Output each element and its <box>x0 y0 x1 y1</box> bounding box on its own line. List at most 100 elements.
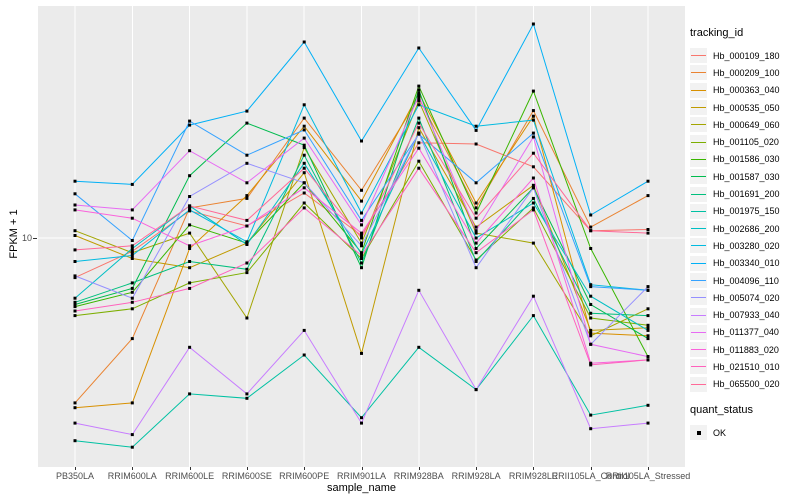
legend-item-label: Hb_007933_040 <box>713 310 780 321</box>
legend-item: Hb_007933_040 <box>690 306 800 323</box>
data-point <box>589 247 593 250</box>
legend-key <box>690 134 707 150</box>
legend-item: Hb_001587_030 <box>690 168 800 185</box>
data-point <box>589 283 593 287</box>
data-point <box>531 131 535 135</box>
data-point <box>130 286 134 290</box>
legend-item-label: Hb_000109_180 <box>713 50 780 61</box>
data-point <box>302 206 306 210</box>
data-point <box>130 257 134 260</box>
data-point <box>360 211 363 215</box>
legend-item: Hb_005074_020 <box>690 289 800 306</box>
legend-key <box>690 203 707 219</box>
data-point <box>360 241 363 245</box>
data-point <box>302 124 306 128</box>
data-point <box>646 334 650 338</box>
legend-key <box>690 238 707 254</box>
data-point <box>245 396 249 400</box>
legend-key <box>690 324 707 340</box>
data-point <box>73 309 77 313</box>
data-point <box>417 46 421 50</box>
data-point <box>474 142 478 146</box>
data-point <box>302 191 306 195</box>
data-point <box>589 311 593 315</box>
legend-item-label: Hb_000649_060 <box>713 119 780 130</box>
x-axis-title: sample_name <box>326 482 397 494</box>
data-point <box>417 159 421 163</box>
data-point <box>73 276 77 280</box>
data-point <box>531 22 535 26</box>
data-point <box>302 201 306 205</box>
legend-key-line <box>691 314 706 316</box>
data-point <box>245 243 249 246</box>
data-point <box>73 314 77 318</box>
data-point <box>188 231 192 235</box>
data-point <box>589 363 593 367</box>
legend-item: Hb_011377_040 <box>690 324 800 341</box>
legend-item-label: Hb_065500_020 <box>713 379 780 390</box>
data-point <box>531 186 535 190</box>
data-point <box>130 254 134 257</box>
data-point <box>245 161 249 165</box>
data-point <box>73 406 77 410</box>
legend-key-line <box>691 72 706 74</box>
data-point <box>474 211 478 215</box>
data-point <box>73 203 77 207</box>
data-point <box>302 166 306 170</box>
data-point <box>130 296 134 300</box>
data-point <box>417 96 421 100</box>
data-point <box>245 196 249 200</box>
data-point <box>646 358 650 362</box>
data-point <box>188 260 192 263</box>
data-point <box>474 260 478 263</box>
data-point <box>531 183 535 187</box>
legend-item: Hb_021510_010 <box>690 358 800 375</box>
data-point <box>589 331 593 335</box>
legend-key-line <box>691 366 706 368</box>
legend-item-label: Hb_001975_150 <box>713 206 780 217</box>
data-point <box>360 244 363 248</box>
data-point <box>73 192 77 196</box>
data-point <box>188 123 192 127</box>
data-point <box>360 139 363 143</box>
legend-key <box>690 169 707 185</box>
legend-item-label: Hb_011883_020 <box>713 344 779 355</box>
data-point <box>73 248 77 252</box>
data-point <box>73 234 77 237</box>
data-point <box>646 421 650 425</box>
legend-key-line <box>691 193 706 195</box>
legend-key-line <box>691 124 706 126</box>
data-point <box>302 171 306 175</box>
data-point <box>73 208 77 212</box>
legend-item-label: Hb_000535_050 <box>713 102 780 113</box>
data-point <box>474 201 478 205</box>
data-point <box>589 316 593 320</box>
legend-key <box>690 342 707 358</box>
data-point <box>245 218 249 222</box>
data-point <box>188 281 192 285</box>
data-point <box>417 141 421 145</box>
data-point <box>245 224 249 228</box>
data-point <box>130 251 134 255</box>
data-point <box>130 433 134 437</box>
data-point <box>302 146 306 150</box>
legend-shape-items: OK <box>690 424 800 441</box>
data-point <box>360 236 363 240</box>
legend-key-line <box>691 107 706 109</box>
data-point <box>417 116 421 120</box>
legend-key-line <box>691 245 706 247</box>
legend-item-label: Hb_001105_020 <box>713 137 779 148</box>
data-point <box>360 223 363 227</box>
data-point <box>302 103 306 107</box>
legend-item-label: Hb_003280_020 <box>713 240 780 251</box>
data-point <box>188 119 192 123</box>
legend-key <box>690 376 707 392</box>
data-point <box>646 323 650 327</box>
data-point <box>360 421 363 425</box>
x-tick-label: RRIM600SE <box>221 471 272 481</box>
x-tick-label: RRIM928LE <box>508 471 558 481</box>
data-point <box>589 213 593 217</box>
legend-item-label: Hb_005074_020 <box>713 292 780 303</box>
data-point <box>474 266 478 270</box>
